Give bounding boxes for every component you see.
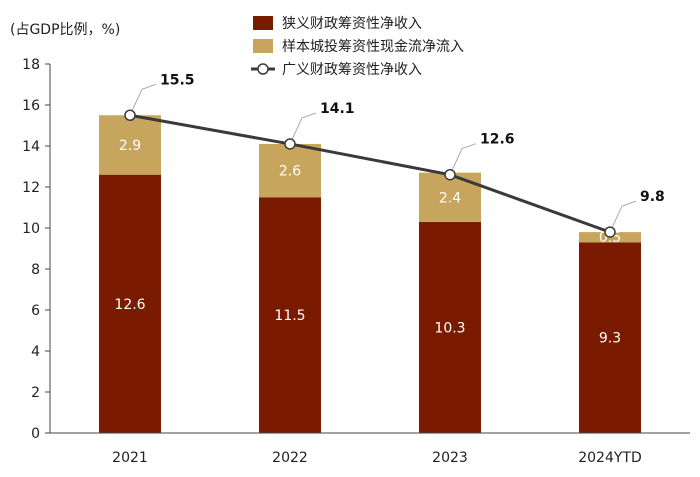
leader-line xyxy=(609,200,637,233)
bar-value-label: 11.5 xyxy=(274,308,305,324)
leader-line xyxy=(449,143,477,175)
total-point xyxy=(124,109,136,121)
legend-label: 狭义财政筹资性净收入 xyxy=(282,15,422,32)
bar-value-label: 10.3 xyxy=(434,320,465,336)
bar-value-label: 2.9 xyxy=(119,138,141,154)
bar-value-label: 2.6 xyxy=(279,164,301,180)
x-category-label: 2024YTD xyxy=(578,450,642,466)
y-tick-label: 14 xyxy=(22,139,40,155)
total-value-label: 12.6 xyxy=(480,132,515,148)
total-value-label: 14.1 xyxy=(320,101,355,117)
x-axis: 2021 2022 2023 2024YTD xyxy=(50,432,690,466)
y-tick-label: 0 xyxy=(31,426,40,442)
bar-lgfv-2022 xyxy=(259,143,321,198)
y-tick-label: 6 xyxy=(31,303,40,319)
total-point xyxy=(444,168,456,181)
total-line-path xyxy=(129,113,611,234)
bar-value-label: 2.4 xyxy=(439,190,461,206)
bar-narrow-fiscal-2023 xyxy=(419,221,481,433)
total-point xyxy=(604,226,616,238)
bar-narrow-fiscal-2021 xyxy=(99,174,161,433)
x-category-label: 2022 xyxy=(272,450,308,466)
bar-value-label: 9.3 xyxy=(599,331,621,347)
y-tick-label: 12 xyxy=(22,180,40,196)
bars: 12.6 2.9 11.5 2.6 10.3 2.4 9.3 0.5 xyxy=(99,115,641,433)
legend-swatch xyxy=(253,39,273,53)
y-tick-label: 8 xyxy=(31,262,40,278)
bar-value-label: 12.6 xyxy=(114,297,145,313)
bar-narrow-fiscal-2022 xyxy=(259,197,321,433)
y-tick-label: 4 xyxy=(31,344,40,360)
y-tick-label: 2 xyxy=(31,385,40,401)
legend-label: 广义财政筹资性净收入 xyxy=(282,61,422,78)
y-axis: 0 2 4 6 8 10 12 14 16 18 xyxy=(22,57,51,442)
total-value-label: 9.8 xyxy=(640,189,665,205)
legend-label: 样本城投筹资性现金流净流入 xyxy=(282,38,464,55)
y-tick-label: 10 xyxy=(22,221,40,237)
leader-line xyxy=(289,112,317,145)
legend-swatch xyxy=(253,16,273,30)
y-tick-label: 16 xyxy=(22,98,40,114)
y-tick-label: 18 xyxy=(22,57,40,73)
bar-narrow-fiscal-2024YTD xyxy=(579,242,641,433)
bar-lgfv-2021 xyxy=(99,115,161,175)
total-value-label: 15.5 xyxy=(160,72,195,88)
leader-line xyxy=(129,83,157,116)
legend-marker xyxy=(257,63,269,75)
bar-value-label: 0.5 xyxy=(599,230,621,246)
y-unit-label: (占GDP比例，%) xyxy=(10,22,120,38)
total-point xyxy=(284,138,296,150)
total-line: 15.5 14.1 12.6 9.8 xyxy=(124,72,665,238)
x-category-label: 2023 xyxy=(432,450,468,466)
x-category-label: 2021 xyxy=(112,450,148,466)
